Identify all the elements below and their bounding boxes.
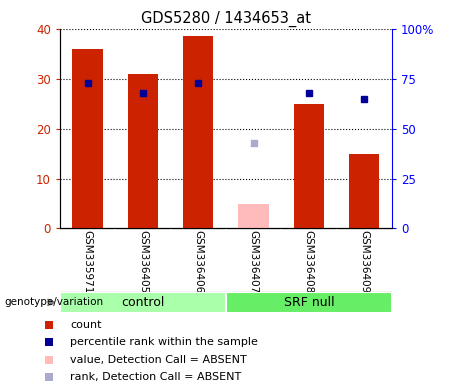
Bar bbox=[128, 74, 158, 228]
Bar bbox=[60, 292, 226, 313]
Text: GSM336409: GSM336409 bbox=[359, 230, 369, 294]
Text: GSM336407: GSM336407 bbox=[248, 230, 259, 294]
Bar bbox=[349, 154, 379, 228]
Text: GSM336406: GSM336406 bbox=[193, 230, 203, 294]
Text: value, Detection Call = ABSENT: value, Detection Call = ABSENT bbox=[70, 355, 247, 365]
Text: GSM335971: GSM335971 bbox=[83, 230, 93, 294]
Bar bbox=[294, 104, 324, 228]
Text: percentile rank within the sample: percentile rank within the sample bbox=[70, 337, 258, 348]
Text: genotype/variation: genotype/variation bbox=[5, 297, 104, 308]
Text: GSM336408: GSM336408 bbox=[304, 230, 314, 294]
Bar bbox=[72, 49, 103, 228]
Bar bbox=[226, 292, 392, 313]
Text: control: control bbox=[121, 296, 165, 309]
Title: GDS5280 / 1434653_at: GDS5280 / 1434653_at bbox=[141, 11, 311, 27]
Bar bbox=[238, 204, 269, 228]
Text: SRF null: SRF null bbox=[284, 296, 334, 309]
Text: count: count bbox=[70, 320, 101, 330]
Text: rank, Detection Call = ABSENT: rank, Detection Call = ABSENT bbox=[70, 372, 241, 382]
Text: GSM336405: GSM336405 bbox=[138, 230, 148, 294]
Bar bbox=[183, 36, 213, 228]
